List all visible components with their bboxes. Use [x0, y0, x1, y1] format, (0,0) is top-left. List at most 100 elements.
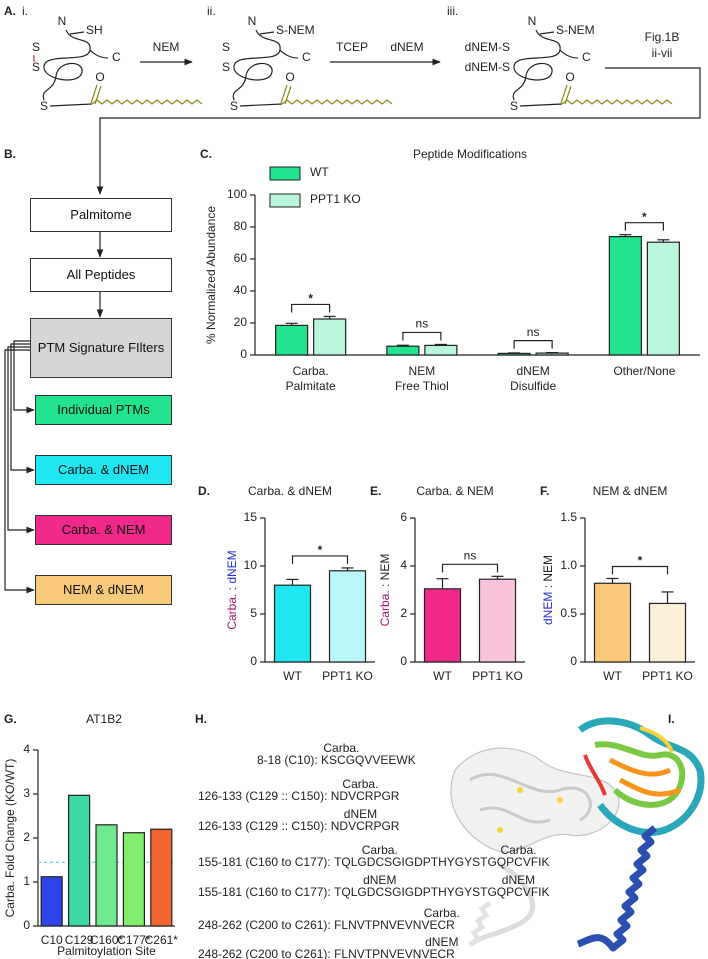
sequence-segment: NDV: [331, 819, 356, 833]
filter-connector: [10, 343, 35, 474]
significance-bracket: [441, 563, 499, 573]
sequence-segment: C200: [249, 918, 278, 932]
bar: [646, 241, 680, 356]
chart-title: Carba. & dNEM: [248, 484, 332, 498]
bond: [239, 103, 283, 107]
y-tick-label: 0: [570, 654, 577, 668]
backbone: [279, 49, 299, 59]
step-number: iii.: [447, 4, 458, 18]
sequence-segment: C: [356, 819, 365, 833]
x-tick-label: C261*: [145, 933, 179, 947]
x-tick-label: WT: [433, 669, 452, 683]
y-tick-label: 3: [23, 786, 30, 800]
y-tick-label: 40: [234, 283, 248, 297]
significance-bracket: [624, 222, 664, 231]
sequence-segment: NDV: [331, 789, 356, 803]
backbone: [559, 49, 579, 59]
disulfide: S: [32, 60, 40, 74]
acyl-chain: [91, 99, 203, 105]
significance-label: ns: [416, 317, 429, 331]
ribbon: [639, 726, 674, 753]
backbone: [89, 49, 109, 59]
bar: [608, 236, 642, 356]
sequence-segment: 126-133 (C129 ::: [198, 789, 291, 803]
sequence-segment: 155-181 (C160 to C177):: [198, 855, 334, 869]
n-terminus: N: [58, 14, 67, 28]
sequence-segment: TQLGD: [334, 885, 376, 899]
panel-label: G.: [4, 712, 17, 726]
y-tick-label: 2: [400, 606, 407, 620]
step-number: i.: [22, 4, 28, 18]
disulfide-site: [557, 797, 563, 803]
filter-box: Carba. & dNEM: [35, 455, 172, 485]
bond: [519, 103, 563, 107]
disulfide: S: [222, 40, 230, 54]
modification-label: Carba.: [500, 843, 536, 857]
sequence-segment: C200: [249, 947, 278, 959]
sequence-segment: ):: [320, 819, 331, 833]
legend-swatch: [269, 193, 301, 208]
sequence-segment: R: [446, 918, 455, 932]
sequence-segment: 8-18 (C10):: [257, 753, 321, 767]
sequence-segment: R: [446, 947, 455, 959]
molecule: N S-NEM dNEM-S dNEM-S C S O: [465, 14, 673, 113]
significance-bracket: [402, 331, 442, 341]
y-axis-label: % Normalized Abundance: [204, 206, 218, 344]
chart-title: NEM & dNEM: [593, 484, 668, 498]
y-tick-label: 0: [240, 347, 247, 361]
y-axis-label-part: Carba.: [378, 590, 392, 626]
bar: [478, 578, 517, 663]
bar: [424, 344, 458, 356]
bar: [497, 352, 531, 356]
sequence-segment: VFIK: [523, 855, 550, 869]
ribbon: [594, 741, 686, 808]
bar: [95, 824, 118, 927]
sequence-segment: FLNVTPNVEVNVE: [334, 918, 437, 932]
significance-bracket: [291, 303, 331, 313]
x-tick-label: PPT1 KO: [472, 669, 523, 683]
significance-label: *: [638, 554, 643, 568]
x-tick-label: C177*: [117, 933, 151, 947]
sequence-segment: SGIGDPTHYGYSTGQP: [384, 855, 514, 869]
panel-label: F.: [540, 484, 549, 498]
bar: [150, 828, 173, 927]
connector: [96, 67, 701, 195]
c-terminus: C: [302, 50, 311, 64]
sequence-segment: 126-133 (C129 ::: [198, 819, 291, 833]
thiol: S-NEM: [556, 23, 595, 37]
panel-label: C.: [200, 147, 212, 161]
y-tick-label: 4: [400, 558, 407, 572]
panel-label: E.: [370, 484, 381, 498]
x-tick-label: Carba.: [293, 364, 329, 378]
sequence-segment: C150: [291, 789, 320, 803]
y-axis-label: Carba. : NEM: [378, 554, 392, 627]
ribbon: [608, 757, 681, 797]
thiol: SH: [86, 23, 103, 37]
y-tick-label: 1.5: [560, 510, 577, 524]
disulfide-site: [497, 827, 503, 833]
sequence-segment: C: [356, 789, 365, 803]
x-tick-label: Free Thiol: [395, 379, 449, 393]
sequence-segment: C: [375, 855, 384, 869]
y-axis-label-part: dNEM: [225, 550, 239, 583]
carbonyl: O: [285, 70, 294, 84]
disulfide: S: [222, 60, 230, 74]
bar: [648, 602, 687, 663]
ribbon: [468, 901, 492, 947]
carbonyl: O: [95, 70, 104, 84]
x-tick-label: C160*: [90, 933, 124, 947]
significance-label: *: [308, 292, 313, 306]
y-tick-label: 15: [244, 510, 258, 524]
sequence-segment: 248-262 (: [198, 918, 249, 932]
panel-label: H.: [195, 712, 207, 726]
backbone: [69, 31, 85, 35]
y-axis-label-part: Carba.: [225, 594, 239, 630]
c-terminus: C: [112, 50, 121, 64]
y-axis-label-part: : NEM: [378, 554, 392, 591]
x-tick-label: C10: [41, 933, 63, 947]
bond: [280, 84, 288, 104]
acyl-chain: [561, 99, 673, 105]
